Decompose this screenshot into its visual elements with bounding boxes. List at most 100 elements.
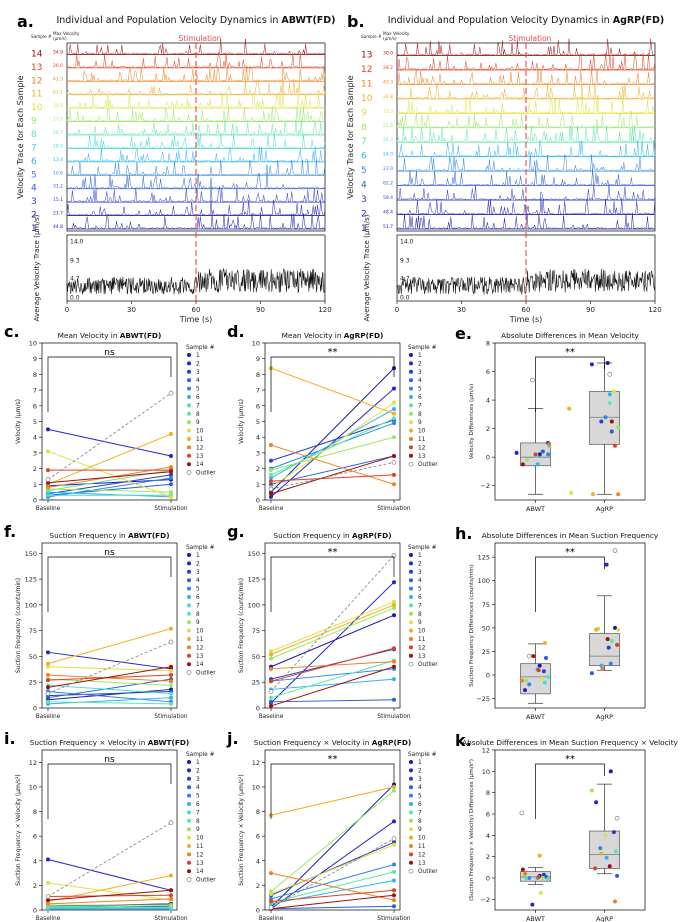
series-point [169, 476, 173, 481]
legend-label: 12 [196, 852, 204, 858]
panel-title: Mean Velocity in ABWT(FD) [58, 331, 162, 340]
panel-title: Suction Frequency in ABWT(FD) [49, 531, 169, 540]
legend-label: 12 [418, 852, 426, 858]
header-sample: Sample # [31, 34, 52, 39]
series-point [269, 468, 273, 473]
series-point [169, 664, 173, 669]
legend-marker [187, 760, 191, 764]
ylabel: Suction Frequency × Velocity (μm/s²) [238, 774, 245, 886]
legend-marker [187, 611, 191, 616]
outlier-line [270, 461, 395, 490]
outlier-point [268, 486, 274, 492]
legend-label: 13 [196, 454, 204, 460]
legend-label: 7 [196, 603, 200, 609]
series-line [270, 455, 395, 495]
panel-e: e. Absolute Differences in Mean Velocity −… [455, 324, 646, 513]
series-point [392, 411, 396, 416]
legend-label: 3 [196, 570, 200, 576]
legend-marker [187, 645, 191, 650]
sample-label: 6 [361, 152, 367, 162]
legend-label: 11 [196, 637, 204, 643]
ytick-label: 25 [29, 679, 37, 687]
series-line [47, 882, 172, 901]
outlier-line [47, 822, 172, 897]
ytick-label: 3 [33, 449, 37, 457]
plot-frame [41, 749, 178, 911]
outlier-point [45, 691, 51, 696]
velocity-trace [396, 168, 656, 187]
series-line [270, 408, 395, 479]
legend-marker [409, 620, 413, 625]
ytick-label: 7 [256, 387, 260, 395]
sample-label: 3 [31, 197, 37, 207]
legend-marker [409, 428, 413, 433]
data-point [589, 671, 594, 676]
xtick-label: Baseline [259, 714, 284, 720]
xtick-label: 120 [648, 306, 661, 314]
xtick-label: ABWT [526, 915, 545, 922]
series-point [392, 421, 396, 426]
series-line [47, 905, 172, 909]
data-point [520, 462, 525, 467]
legend-outlier-marker [408, 461, 414, 467]
series-point [169, 494, 173, 499]
max-velocity-label: 44.8 [53, 224, 63, 230]
panel-c: c. Mean Velocity in ABWT(FD)012345678910V… [4, 322, 216, 512]
series-point [392, 898, 396, 903]
sig-bracket [47, 356, 172, 412]
series-point [46, 650, 50, 655]
ytick-label: 125 [248, 576, 260, 584]
avg-ytick-label: 4.7 [70, 276, 80, 283]
data-point [547, 442, 552, 447]
series-line [47, 491, 172, 498]
title-bold: AgRP(FD) [352, 531, 392, 540]
ytick-label: 10 [252, 783, 260, 791]
legend-marker [409, 844, 413, 848]
panel-title: Individual and Population Velocity Dynam… [56, 15, 335, 26]
ytick-label: 4 [486, 832, 490, 840]
series-point [392, 605, 396, 610]
xtick-label: Baseline [36, 506, 61, 512]
max-velocity-label: 59.4 [383, 195, 393, 201]
data-point [611, 830, 616, 835]
legend-marker [187, 653, 191, 658]
legend-label: 11 [196, 437, 204, 443]
sig-bracket [535, 356, 605, 412]
ytick-label: 10 [29, 783, 37, 791]
series-point [269, 871, 273, 876]
data-point [538, 890, 543, 895]
sig-label: ** [565, 547, 575, 558]
series-line [270, 699, 395, 703]
series-line [47, 875, 172, 902]
sample-label: 9 [31, 117, 37, 127]
avg-ytick-label: 0.0 [70, 295, 80, 302]
series-line [270, 607, 395, 659]
ytick-label: 2 [256, 882, 260, 890]
legend-marker [187, 453, 191, 458]
sample-label: 7 [31, 143, 37, 153]
panel-title: Suction Frequency in AgRP(FD) [273, 531, 391, 540]
outlier-point [526, 653, 532, 659]
series-point [46, 664, 50, 669]
legend-marker [187, 869, 191, 874]
legend-marker [187, 620, 191, 625]
legend-label: 9 [418, 827, 422, 833]
legend-label: 5 [196, 387, 200, 393]
series-line [270, 889, 395, 902]
ytick-label: 6 [486, 811, 490, 819]
xtick-label: AgRP [596, 915, 613, 922]
data-point [609, 419, 614, 424]
series-line [270, 614, 395, 668]
data-point [616, 492, 621, 497]
data-point [608, 769, 613, 774]
title-bold: ABWT(FD) [120, 331, 162, 340]
series-point [392, 435, 396, 440]
sample-label: 10 [361, 94, 373, 104]
legend-marker [187, 586, 191, 591]
legend-title: Sample # [408, 345, 437, 351]
outlier-point [168, 639, 174, 645]
ytick-label: 2 [486, 853, 490, 861]
legend-marker [187, 785, 191, 790]
panel-i: i. Suction Frequency × Velocity in ABWT(F… [4, 729, 216, 922]
xtick-label: Stimulation [154, 506, 187, 512]
